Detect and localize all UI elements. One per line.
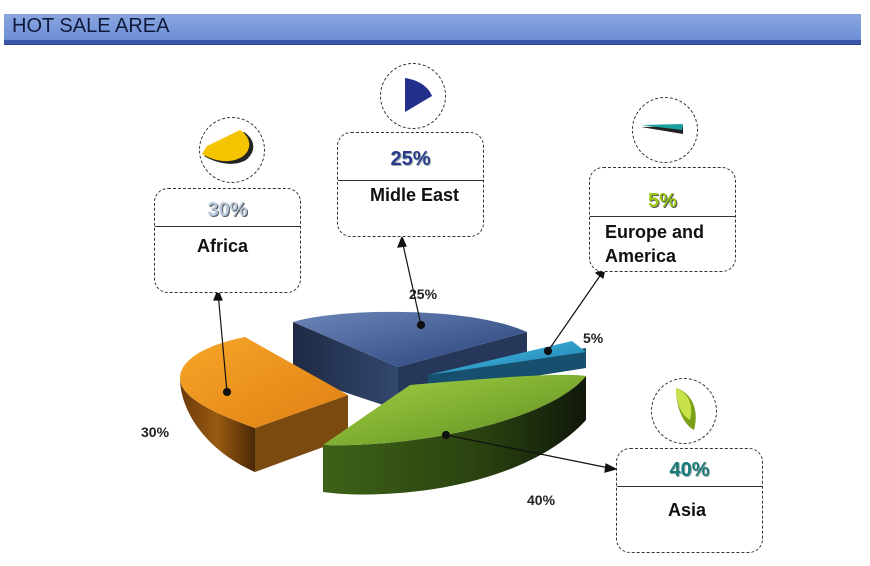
asia-callout-percent: 40% bbox=[669, 459, 710, 481]
africa-slice-label: 30% bbox=[141, 424, 170, 440]
midle-east-callout-percent: 25% bbox=[390, 148, 431, 170]
header-bar: HOT SALE AREA bbox=[4, 14, 861, 44]
europe-america-slice-label: 5% bbox=[583, 330, 604, 346]
slice-asia bbox=[323, 374, 586, 495]
midle-east-slice-label: 25% bbox=[409, 286, 438, 302]
asia-icon-circle bbox=[651, 378, 717, 444]
africa-callout-percent: 30% bbox=[207, 199, 248, 221]
europe-america-callout: 5% Europe and America bbox=[589, 167, 736, 272]
europe-america-callout-percent: 5% bbox=[648, 190, 677, 212]
midle-east-icon-circle bbox=[380, 63, 446, 129]
europe-america-icon-circle bbox=[632, 97, 698, 163]
midle-east-callout: 25% Midle East bbox=[337, 132, 484, 237]
africa-callout-label: Africa bbox=[197, 236, 249, 256]
connector-lines bbox=[213, 235, 618, 473]
africa-icon-circle bbox=[199, 117, 265, 183]
asia-callout: 40% Asia bbox=[616, 448, 763, 553]
asia-slice-label: 40% bbox=[527, 492, 556, 508]
midle-east-callout-label: Midle East bbox=[370, 185, 460, 205]
slice-africa bbox=[180, 337, 348, 472]
asia-callout-label: Asia bbox=[668, 500, 707, 520]
africa-callout: 30% Africa bbox=[154, 188, 301, 293]
europe-america-callout-label: Europe and America bbox=[605, 222, 705, 266]
header-title: HOT SALE AREA bbox=[12, 15, 170, 37]
